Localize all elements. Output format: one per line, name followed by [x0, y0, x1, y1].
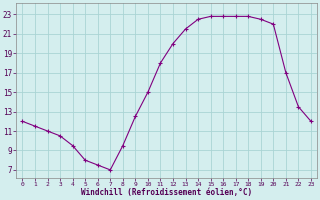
X-axis label: Windchill (Refroidissement éolien,°C): Windchill (Refroidissement éolien,°C) [81, 188, 252, 197]
